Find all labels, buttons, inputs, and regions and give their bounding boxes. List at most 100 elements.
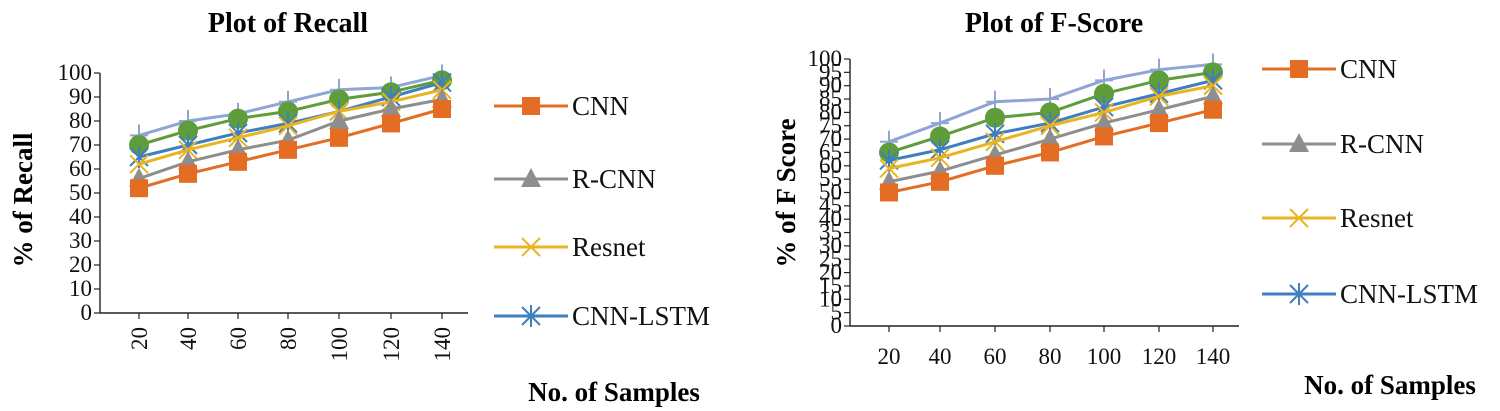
recall-series-r-cnn-point-shape xyxy=(329,110,349,129)
fscore-chart-title: Plot of F-Score xyxy=(965,8,1143,39)
fscore-series-r-cnn-point xyxy=(1149,98,1169,118)
recall-y-axis-label: % of Recall xyxy=(8,132,38,267)
fscore-y-tick-label: 65 xyxy=(819,139,842,164)
recall-series-r-cnn-point xyxy=(329,110,349,129)
fscore-x-tick-label: 20 xyxy=(878,344,901,369)
fscore-legend-r-cnn-marker xyxy=(1289,133,1309,152)
fscore-legend-resnet-marker xyxy=(1289,208,1309,228)
recall-series-extra-4-point xyxy=(228,108,248,129)
recall-series-resnet-point-stroke-b xyxy=(278,116,298,136)
fscore-series-cnn-point xyxy=(1150,114,1168,133)
fscore-series-cnn-point xyxy=(1095,127,1113,146)
recall-series-extra-4-point xyxy=(129,135,149,155)
fscore-series-cnn-point-shape xyxy=(986,156,1004,175)
fscore-series-cnn-point xyxy=(1041,143,1059,162)
recall-series-cnn-point xyxy=(330,128,348,147)
recall-y-tick-label: 0 xyxy=(81,300,93,325)
recall-series-cnn-point xyxy=(382,114,400,133)
fscore-x-tick-label: 120 xyxy=(1142,344,1177,369)
recall-legend-resnet-label: Resnet xyxy=(572,232,646,262)
fscore-series-r-cnn-point-shape xyxy=(1149,98,1169,118)
recall-y-tick-label: 90 xyxy=(69,84,92,109)
fscore-series-r-cnn-point xyxy=(1203,85,1223,105)
recall-legend-r-cnn: R-CNN xyxy=(494,164,656,194)
fscore-legend-cnn-marker-shape xyxy=(1290,60,1308,78)
fscore-series-extra-4-point-shape xyxy=(1149,70,1169,91)
recall-series-cnn-point-shape xyxy=(130,179,148,198)
recall-series-cnn xyxy=(130,100,451,198)
fscore-legend-cnn-lstm: CNN-LSTM xyxy=(1262,279,1478,309)
fscore-series-r-cnn-point-shape xyxy=(1203,85,1223,105)
fscore-y-tick-label: 30 xyxy=(819,233,842,258)
fscore-y-tick-label: 40 xyxy=(819,206,842,231)
recall-legend-cnn-marker xyxy=(522,97,540,115)
fscore-series-r-cnn-point-shape xyxy=(1094,112,1114,132)
recall-legend-cnn-marker-shape xyxy=(522,97,540,115)
recall-x-tick-label: 100 xyxy=(327,327,352,362)
fscore-series-cnn-point-shape xyxy=(1095,127,1113,146)
recall-series-resnet-point xyxy=(129,154,149,174)
recall-chart: Plot of Recall % of Recall No. of Sample… xyxy=(8,8,710,407)
fscore-x-axis-label: No. of Samples xyxy=(1304,370,1476,400)
fscore-series-cnn-point-shape xyxy=(1041,143,1059,162)
fscore-series-r-cnn-point xyxy=(1040,128,1060,148)
fscore-y-tick-label: 55 xyxy=(819,166,842,191)
recall-series-cnn-point-shape xyxy=(279,140,297,159)
fscore-series-extra-4-point xyxy=(985,107,1005,128)
recall-y-tick-label: 80 xyxy=(69,108,92,133)
fscore-series-resnet-point-stroke-b xyxy=(879,158,899,179)
fscore-series-resnet-point xyxy=(985,132,1005,152)
recall-x-tick-label: 40 xyxy=(176,327,201,350)
fscore-series-extra-4-point-shape xyxy=(985,107,1005,128)
fscore-y-tick-label: 5 xyxy=(831,300,843,325)
fscore-legend-cnn-marker xyxy=(1290,60,1308,78)
fscore-y-tick-label: 10 xyxy=(819,286,842,311)
fscore-series-extra-4-point-shape xyxy=(930,126,950,147)
recall-chart-title: Plot of Recall xyxy=(208,8,368,39)
recall-y-tick-label: 30 xyxy=(69,228,92,253)
fscore-series-resnet-point-stroke-b xyxy=(985,132,1005,152)
recall-legend-r-cnn-marker xyxy=(521,168,541,187)
fscore-y-tick-label: 90 xyxy=(819,73,842,98)
fscore-series-resnet-point xyxy=(1149,86,1169,107)
recall-series-cnn-point xyxy=(130,179,148,198)
recall-series-extra-4-point-shape xyxy=(178,120,198,141)
fscore-y-tick-label: 95 xyxy=(819,59,842,84)
fscore-legend-r-cnn-label: R-CNN xyxy=(1340,129,1424,159)
fscore-legend-cnn-lstm-marker xyxy=(1289,283,1309,305)
recall-legend-cnn-label: CNN xyxy=(572,91,629,121)
fscore-legend-cnn-lstm-label: CNN-LSTM xyxy=(1340,279,1478,309)
recall-series-cnn-point-shape xyxy=(179,164,197,183)
recall-series-extra-4-point-shape xyxy=(129,135,149,155)
fscore-y-tick-label: 45 xyxy=(819,193,842,218)
fscore-series-extra-4-point-shape xyxy=(1094,83,1114,104)
fscore-x-tick-label: 60 xyxy=(984,344,1007,369)
recall-series-resnet-point xyxy=(278,116,298,136)
recall-legend-resnet: Resnet xyxy=(494,232,646,262)
fscore-y-tick-label: 70 xyxy=(819,126,842,151)
recall-series-resnet-point-stroke-b xyxy=(129,154,149,174)
fscore-series-resnet xyxy=(879,75,1223,179)
recall-legend-cnn-lstm-marker xyxy=(521,305,541,327)
fscore-series-resnet-point-stroke-b xyxy=(1149,86,1169,107)
fscore-y-tick-label: 100 xyxy=(808,46,843,71)
fscore-y-tick-label: 60 xyxy=(819,153,842,178)
fscore-legend-resnet-marker-stroke-b xyxy=(1289,208,1309,228)
fscore-plot-area: 0510152025303540455055606570758085909510… xyxy=(808,46,1239,369)
recall-series-resnet-point-stroke-b xyxy=(228,128,248,148)
recall-legend-r-cnn-marker-shape xyxy=(521,168,541,187)
fscore-legend-r-cnn: R-CNN xyxy=(1262,129,1424,159)
recall-x-tick-label: 20 xyxy=(127,327,152,350)
fscore-y-axis-label: % of F Score xyxy=(771,118,801,267)
fscore-series-resnet-point xyxy=(930,148,950,168)
fscore-series-resnet-point xyxy=(1040,116,1060,136)
fscore-y-tick-label: 80 xyxy=(819,99,842,124)
fscore-y-tick-label: 50 xyxy=(819,180,842,205)
fscore-chart: Plot of F-Score % of F Score No. of Samp… xyxy=(771,8,1478,400)
recall-legend-cnn: CNN xyxy=(494,91,629,121)
fscore-series-extra-5 xyxy=(880,53,1222,153)
recall-series-cnn-point-shape xyxy=(433,100,451,118)
recall-series-extra-4-point xyxy=(278,101,298,122)
fscore-y-tick-label: 85 xyxy=(819,86,842,111)
